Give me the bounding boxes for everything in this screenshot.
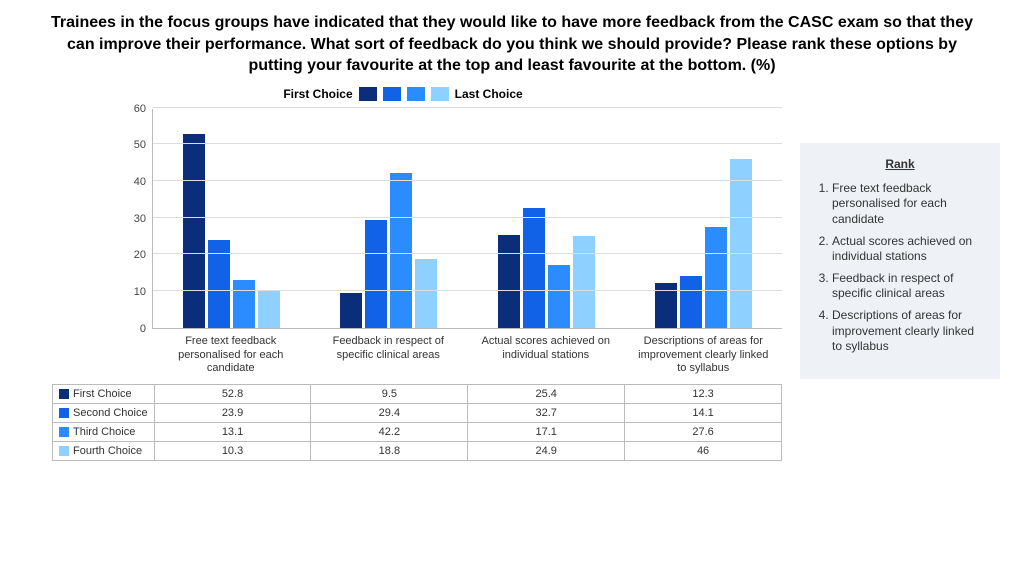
y-tick: 30 bbox=[134, 213, 146, 225]
legend-swatch-icon bbox=[59, 389, 69, 399]
y-tick: 60 bbox=[134, 103, 146, 115]
table-cell: 29.4 bbox=[311, 404, 468, 423]
legend: First Choice Last Choice bbox=[24, 87, 782, 101]
plot-area bbox=[152, 109, 782, 329]
bar bbox=[415, 259, 437, 328]
table-cell: 32.7 bbox=[468, 404, 625, 423]
bar-group bbox=[153, 109, 310, 328]
table-row: Third Choice 13.142.217.127.6 bbox=[53, 423, 782, 442]
x-category-label: Feedback in respect of specific clinical… bbox=[310, 329, 468, 384]
legend-swatch-icon bbox=[59, 427, 69, 437]
x-axis-categories: Free text feedback personalised for each… bbox=[24, 329, 782, 384]
legend-swatch-4 bbox=[431, 87, 449, 101]
bar-groups bbox=[153, 109, 782, 328]
series-name: Second Choice bbox=[73, 407, 148, 419]
x-category-label: Actual scores achieved on individual sta… bbox=[467, 329, 625, 384]
bar bbox=[340, 293, 362, 328]
bar bbox=[258, 290, 280, 328]
legend-first-label: First Choice bbox=[283, 87, 352, 101]
rank-list: Free text feedback personalised for each… bbox=[814, 181, 986, 355]
x-category-label: Free text feedback personalised for each… bbox=[152, 329, 310, 384]
data-table: First Choice52.89.525.412.3Second Choice… bbox=[52, 384, 782, 461]
legend-swatch-icon bbox=[59, 408, 69, 418]
bar bbox=[548, 265, 570, 328]
table-cell: 14.1 bbox=[625, 404, 782, 423]
y-tick: 0 bbox=[140, 323, 146, 335]
table-row: Second Choice 23.929.432.714.1 bbox=[53, 404, 782, 423]
y-tick: 10 bbox=[134, 286, 146, 298]
bar bbox=[390, 173, 412, 328]
table-cell: 10.3 bbox=[154, 442, 311, 461]
table-cell: 25.4 bbox=[468, 385, 625, 404]
bar bbox=[573, 236, 595, 327]
table-cell: 42.2 bbox=[311, 423, 468, 442]
bar bbox=[183, 134, 205, 328]
bar bbox=[498, 235, 520, 328]
legend-last-label: Last Choice bbox=[455, 87, 523, 101]
table-cell: 12.3 bbox=[625, 385, 782, 404]
bar bbox=[523, 208, 545, 328]
series-name: First Choice bbox=[73, 388, 132, 400]
table-cell: 52.8 bbox=[154, 385, 311, 404]
table-cell: 46 bbox=[625, 442, 782, 461]
table-cell: 9.5 bbox=[311, 385, 468, 404]
bar bbox=[730, 159, 752, 328]
table-row: First Choice 52.89.525.412.3 bbox=[53, 385, 782, 404]
bar bbox=[365, 220, 387, 328]
bar-group bbox=[310, 109, 467, 328]
page-title: Trainees in the focus groups have indica… bbox=[24, 12, 1000, 87]
table-cell: 17.1 bbox=[468, 423, 625, 442]
table-cell: 18.8 bbox=[311, 442, 468, 461]
bar-group bbox=[468, 109, 625, 328]
legend-swatch-1 bbox=[359, 87, 377, 101]
bar-group bbox=[625, 109, 782, 328]
rank-item: Free text feedback personalised for each… bbox=[832, 181, 986, 228]
y-tick: 50 bbox=[134, 139, 146, 151]
rank-item: Feedback in respect of specific clinical… bbox=[832, 271, 986, 302]
series-name: Fourth Choice bbox=[73, 445, 142, 457]
bar bbox=[680, 276, 702, 328]
rank-panel: Rank Free text feedback personalised for… bbox=[800, 143, 1000, 379]
x-category-label: Descriptions of areas for improvement cl… bbox=[625, 329, 783, 384]
bar bbox=[705, 227, 727, 328]
chart-column: First Choice Last Choice 0 10 20 30 40 50 60 F… bbox=[24, 87, 782, 461]
table-cell: 24.9 bbox=[468, 442, 625, 461]
legend-swatch-3 bbox=[407, 87, 425, 101]
table-cell: 23.9 bbox=[154, 404, 311, 423]
rank-item: Actual scores achieved on individual sta… bbox=[832, 234, 986, 265]
y-axis: 0102030405060 bbox=[124, 109, 152, 329]
bar bbox=[233, 280, 255, 328]
table-cell: 27.6 bbox=[625, 423, 782, 442]
table-row: Fourth Choice 10.318.824.946 bbox=[53, 442, 782, 461]
series-name: Third Choice bbox=[73, 426, 135, 438]
y-tick: 40 bbox=[134, 176, 146, 188]
legend-swatch-2 bbox=[383, 87, 401, 101]
table-cell: 13.1 bbox=[154, 423, 311, 442]
rank-header: Rank bbox=[814, 157, 986, 171]
y-tick: 20 bbox=[134, 249, 146, 261]
legend-swatch-icon bbox=[59, 446, 69, 456]
rank-item: Descriptions of areas for improvement cl… bbox=[832, 308, 986, 355]
